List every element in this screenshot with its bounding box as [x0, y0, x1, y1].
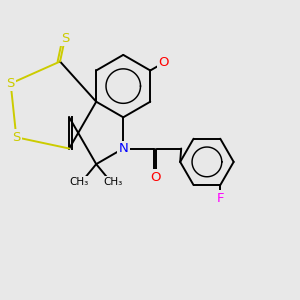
Text: N: N — [118, 142, 128, 155]
Text: CH₃: CH₃ — [103, 177, 123, 187]
Text: CH₃: CH₃ — [70, 177, 89, 187]
Text: F: F — [217, 192, 224, 205]
Text: S: S — [7, 77, 15, 90]
Text: S: S — [61, 32, 69, 45]
Text: S: S — [12, 131, 20, 144]
Text: O: O — [158, 56, 169, 69]
Text: O: O — [151, 171, 161, 184]
